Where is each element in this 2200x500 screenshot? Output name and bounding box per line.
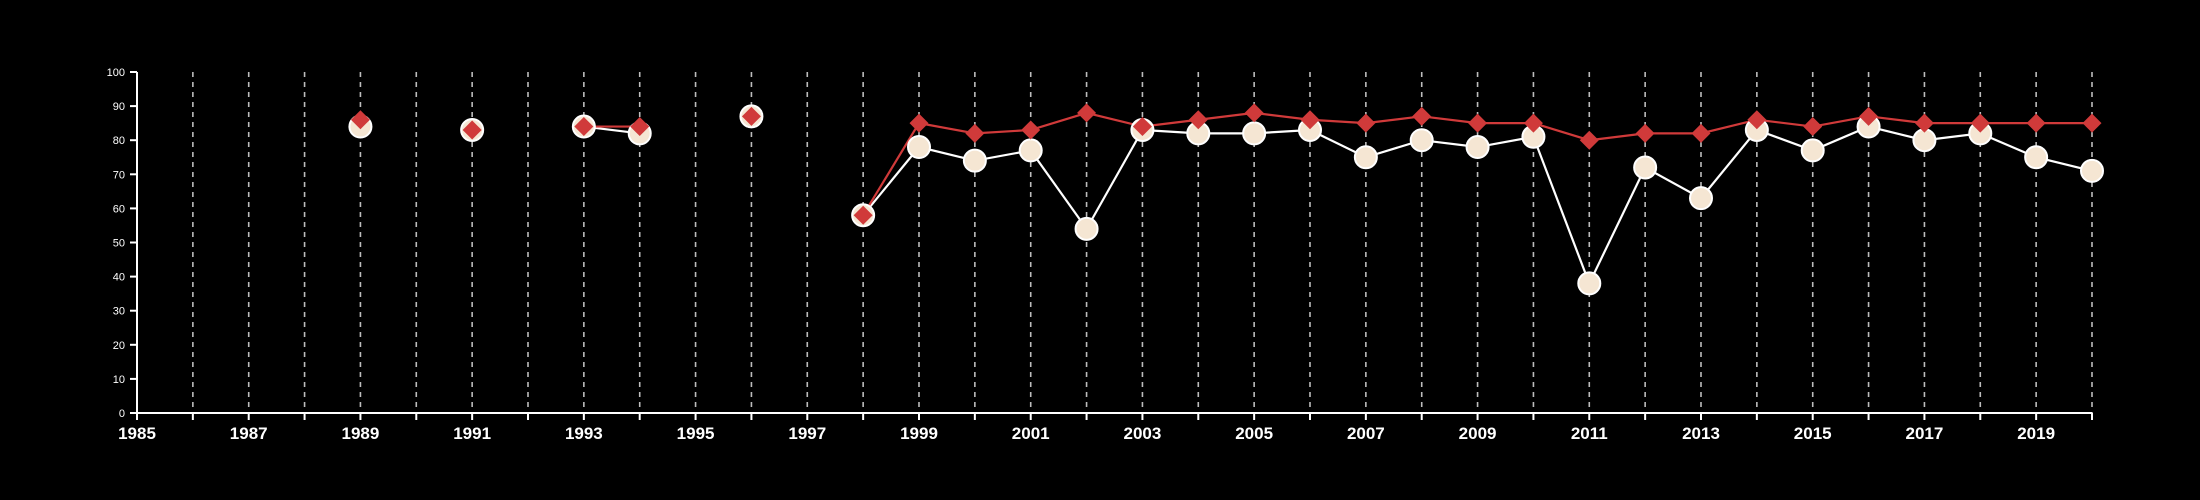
y-tick-label-0: 0 [119,408,125,420]
diamond-marker-2019 [2026,113,2046,133]
x-tick-label-2019: 2019 [2017,424,2055,443]
x-tick-label-2003: 2003 [1124,424,1162,443]
diamond-marker-2002 [1077,103,1097,123]
circle-marker-2015 [1800,138,1825,163]
diamond-marker-1998 [853,205,873,225]
diamond-marker-2006 [1300,110,1320,130]
circle-marker-2005 [1242,121,1267,146]
x-tick-label-2013: 2013 [1682,424,1720,443]
diamond-marker-2014 [1747,110,1767,130]
x-tick-label-2015: 2015 [1794,424,1832,443]
x-tick-label-1989: 1989 [342,424,380,443]
diamond-marker-2010 [1523,113,1543,133]
x-tick-label-1987: 1987 [230,424,268,443]
diamond-marker-2013 [1691,123,1711,143]
circle-marker-2009 [1465,135,1490,160]
gridlines [192,72,2093,413]
y-tick-label-80: 80 [113,135,125,147]
diamond-marker-2004 [1188,110,1208,130]
diamond-marker-2015 [1803,117,1823,137]
series-markers [348,103,2104,296]
x-tick-label-2007: 2007 [1347,424,1385,443]
x-tick-label-1997: 1997 [788,424,826,443]
diamond-marker-1994 [630,117,650,137]
circle-marker-2000 [962,148,987,173]
diamond-marker-1989 [350,110,370,130]
x-tick-label-2005: 2005 [1235,424,1273,443]
y-tick-label-70: 70 [113,169,125,181]
diamond-marker-2009 [1468,113,1488,133]
diamond-marker-2016 [1859,106,1879,126]
diamond-marker-1996 [741,106,761,126]
y-tick-label-100: 100 [107,67,125,79]
circle-marker-2012 [1633,155,1658,180]
y-tick-label-40: 40 [113,272,125,284]
x-tick-label-1995: 1995 [677,424,715,443]
y-tick-label-20: 20 [113,340,125,352]
y-tick-label-60: 60 [113,203,125,215]
diamond-marker-1999 [909,113,929,133]
diamond-marker-1993 [574,117,594,137]
diamond-marker-2018 [1970,113,1990,133]
diamond-marker-2012 [1635,123,1655,143]
diamond-marker-2007 [1356,113,1376,133]
circle-marker-2020 [2080,158,2104,183]
x-tick-label-2017: 2017 [1906,424,1944,443]
diamond-marker-2003 [1132,117,1152,137]
x-tick-label-2011: 2011 [1571,424,1608,443]
diamond-marker-2008 [1412,106,1432,126]
circle-marker-2011 [1577,271,1602,296]
circle-marker-2002 [1074,216,1099,241]
diamond-marker-2005 [1244,103,1264,123]
diamond-marker-2001 [1021,120,1041,140]
diamond-marker-1991 [462,120,482,140]
circle-marker-2008 [1409,128,1434,153]
diamond-marker-2020 [2082,113,2102,133]
circle-marker-2019 [2024,145,2049,170]
diamond-marker-2000 [965,123,985,143]
x-tick-label-1993: 1993 [565,424,603,443]
circle-marker-2001 [1018,138,1043,163]
diamond-marker-2011 [1579,130,1599,150]
circle-marker-2013 [1689,186,1713,211]
x-tick-label-2001: 2001 [1012,424,1050,443]
x-tick-label-1991: 1991 [453,424,491,443]
y-tick-label-90: 90 [113,101,125,113]
y-tick-label-10: 10 [113,374,125,386]
y-tick-label-30: 30 [113,306,125,318]
circle-marker-1999 [907,135,931,160]
x-tick-label-1999: 1999 [900,424,938,443]
x-tick-label-2009: 2009 [1459,424,1497,443]
y-tick-label-50: 50 [113,238,125,250]
circle-marker-2007 [1353,145,1378,170]
axes: 0 10 20 30 40 50 60 70 80 90 100 1985 1987 1989 1991 19… [107,67,2093,443]
diamond-marker-2017 [1914,113,1934,133]
x-tick-label-1985: 1985 [118,424,156,443]
